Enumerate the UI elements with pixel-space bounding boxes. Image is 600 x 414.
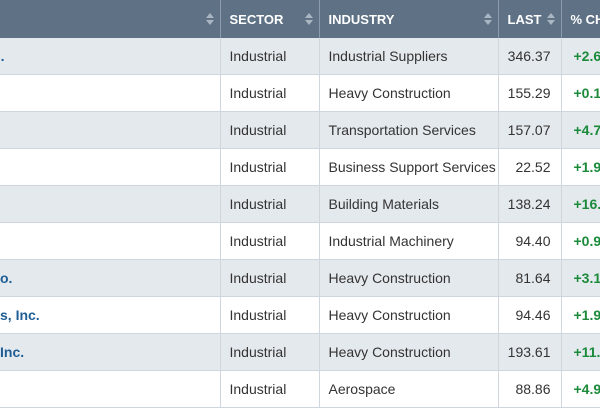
sector-cell: Industrial bbox=[220, 222, 320, 260]
company-name-link[interactable]: o. bbox=[0, 259, 221, 297]
company-name-link[interactable] bbox=[0, 370, 221, 408]
sector-cell: Industrial bbox=[220, 74, 320, 112]
industry-cell: Heavy Construction bbox=[319, 333, 499, 371]
column-header-last[interactable]: LAST bbox=[498, 0, 562, 38]
column-header-name[interactable] bbox=[0, 0, 221, 38]
table-row[interactable]: Inc. Industrial Heavy Construction 193.6… bbox=[0, 333, 600, 371]
company-name-text[interactable]: o. bbox=[0, 270, 13, 286]
company-name-link[interactable] bbox=[0, 74, 221, 112]
table-row[interactable]: o. Industrial Heavy Construction 81.64 +… bbox=[0, 259, 600, 297]
table-body: . Industrial Industrial Suppliers 346.37… bbox=[0, 38, 600, 408]
table-row[interactable]: Industrial Building Materials 138.24 +16… bbox=[0, 185, 600, 223]
last-price-cell: 155.29 bbox=[498, 74, 562, 112]
industry-cell: Heavy Construction bbox=[319, 296, 499, 334]
table-row[interactable]: Industrial Heavy Construction 155.29 +0.… bbox=[0, 74, 600, 112]
sector-cell: Industrial bbox=[220, 370, 320, 408]
table-row[interactable]: s, Inc. Industrial Heavy Construction 94… bbox=[0, 296, 600, 334]
column-header-sector-label: SECTOR bbox=[229, 11, 284, 27]
sort-arrows-icon[interactable] bbox=[205, 13, 214, 25]
sector-cell: Industrial bbox=[220, 185, 320, 223]
industry-cell: Industrial Suppliers bbox=[319, 38, 499, 75]
industry-cell: Industrial Machinery bbox=[319, 222, 499, 260]
company-name-text[interactable]: s, Inc. bbox=[0, 307, 40, 323]
pct-change-cell: +0.1 bbox=[561, 74, 600, 112]
pct-change-cell: +1.9 bbox=[561, 296, 600, 334]
table-row[interactable]: Industrial Aerospace 88.86 +4.9 bbox=[0, 370, 600, 408]
company-name-link[interactable] bbox=[0, 185, 221, 223]
last-price-cell: 157.07 bbox=[498, 111, 562, 149]
company-name-link[interactable]: Inc. bbox=[0, 333, 221, 371]
sort-arrows-icon[interactable] bbox=[304, 13, 313, 25]
pct-change-cell: +4.9 bbox=[561, 370, 600, 408]
sector-cell: Industrial bbox=[220, 38, 320, 75]
company-name-text[interactable]: . bbox=[0, 48, 5, 64]
last-price-cell: 138.24 bbox=[498, 185, 562, 223]
industry-cell: Business Support Services bbox=[319, 148, 499, 186]
company-name-link[interactable]: s, Inc. bbox=[0, 296, 221, 334]
sort-arrows-icon[interactable] bbox=[546, 13, 555, 25]
last-price-cell: 22.52 bbox=[498, 148, 562, 186]
sector-cell: Industrial bbox=[220, 111, 320, 149]
sector-cell: Industrial bbox=[220, 296, 320, 334]
sector-cell: Industrial bbox=[220, 259, 320, 297]
industry-cell: Transportation Services bbox=[319, 111, 499, 149]
industry-cell: Heavy Construction bbox=[319, 259, 499, 297]
last-price-cell: 94.40 bbox=[498, 222, 562, 260]
sector-cell: Industrial bbox=[220, 148, 320, 186]
column-header-pct-change[interactable]: % CH bbox=[561, 0, 600, 38]
pct-change-cell: +1.9 bbox=[561, 148, 600, 186]
last-price-cell: 94.46 bbox=[498, 296, 562, 334]
company-name-link[interactable] bbox=[0, 148, 221, 186]
company-name-link[interactable]: . bbox=[0, 38, 221, 75]
column-header-industry[interactable]: INDUSTRY bbox=[319, 0, 499, 38]
last-price-cell: 193.61 bbox=[498, 333, 562, 371]
column-header-industry-label: INDUSTRY bbox=[328, 11, 395, 27]
pct-change-cell: +16.0 bbox=[561, 185, 600, 223]
industry-cell: Building Materials bbox=[319, 185, 499, 223]
sector-cell: Industrial bbox=[220, 333, 320, 371]
company-name-link[interactable] bbox=[0, 111, 221, 149]
column-header-sector[interactable]: SECTOR bbox=[220, 0, 320, 38]
column-header-last-label: LAST bbox=[507, 11, 542, 27]
table-row[interactable]: . Industrial Industrial Suppliers 346.37… bbox=[0, 38, 600, 75]
column-header-pct-change-label: % CH bbox=[570, 11, 600, 27]
industry-cell: Aerospace bbox=[319, 370, 499, 408]
pct-change-cell: +11.0 bbox=[561, 333, 600, 371]
pct-change-cell: +3.1 bbox=[561, 259, 600, 297]
table-row[interactable]: Industrial Business Support Services 22.… bbox=[0, 148, 600, 186]
company-name-link[interactable] bbox=[0, 222, 221, 260]
last-price-cell: 346.37 bbox=[498, 38, 562, 75]
pct-change-cell: +4.7 bbox=[561, 111, 600, 149]
table-header: SECTOR INDUSTRY LAST bbox=[0, 0, 600, 38]
pct-change-cell: +2.6 bbox=[561, 38, 600, 75]
last-price-cell: 81.64 bbox=[498, 259, 562, 297]
last-price-cell: 88.86 bbox=[498, 370, 562, 408]
company-name-text[interactable]: Inc. bbox=[0, 344, 25, 360]
pct-change-cell: +0.9 bbox=[561, 222, 600, 260]
table-row[interactable]: Industrial Industrial Machinery 94.40 +0… bbox=[0, 222, 600, 260]
industry-cell: Heavy Construction bbox=[319, 74, 499, 112]
sort-arrows-icon[interactable] bbox=[483, 13, 492, 25]
table-row[interactable]: Industrial Transportation Services 157.0… bbox=[0, 111, 600, 149]
